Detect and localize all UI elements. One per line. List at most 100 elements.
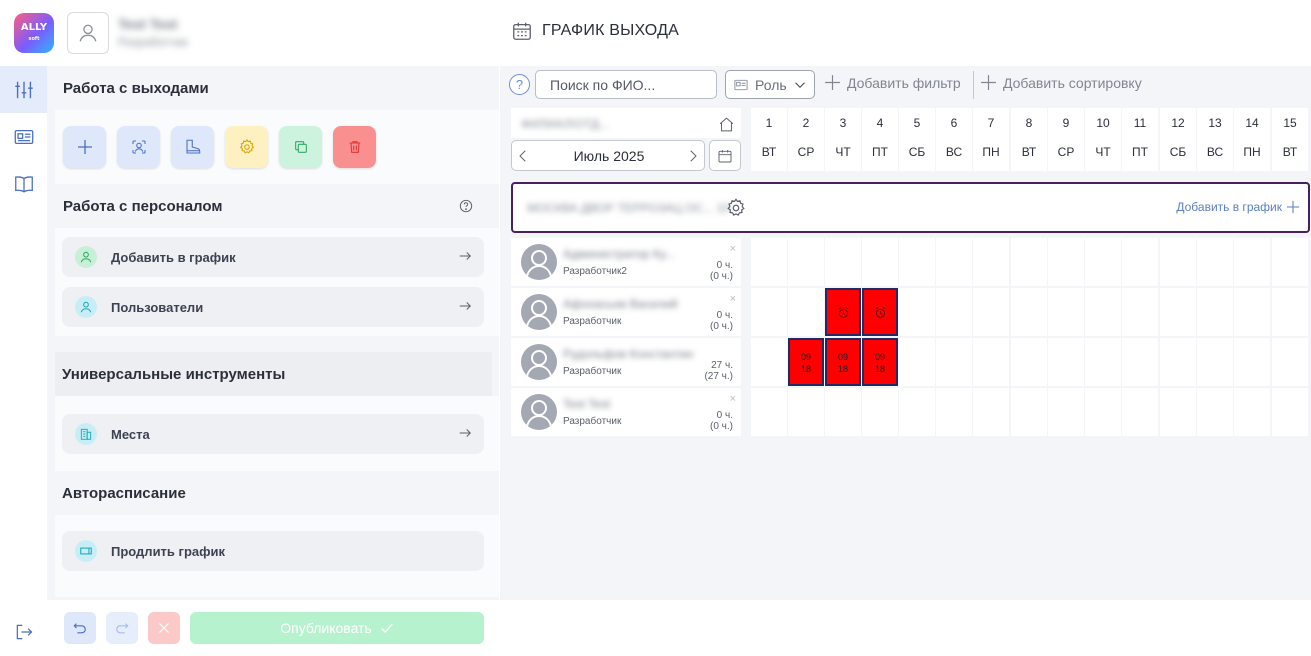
schedule-cell[interactable] [1234,238,1270,286]
schedule-cell[interactable] [1048,338,1084,386]
schedule-cell[interactable] [825,388,861,436]
gear-icon[interactable] [725,197,747,219]
schedule-cell[interactable] [1234,338,1270,386]
schedule-cell[interactable] [1048,388,1084,436]
schedule-cell[interactable] [1011,238,1047,286]
day-header[interactable]: 14 ПН [1234,108,1270,171]
employee-card[interactable]: Рудольфов Константин Разработчик 27 ч. (27 … [511,338,741,386]
day-header[interactable]: 9 СР [1048,108,1084,171]
menu-places[interactable]: Места [62,414,484,454]
schedule-cell[interactable] [936,238,972,286]
schedule-cell[interactable] [899,238,935,286]
schedule-cell[interactable] [1048,238,1084,286]
chevron-left-icon[interactable] [517,150,529,162]
employee-card[interactable]: Администратор Ку... Разработчик2 0 ч. (0 ч.… [511,238,741,286]
add-sort-button[interactable]: Добавить сортировку [980,74,1142,91]
day-header[interactable]: 4 ПТ [862,108,898,171]
schedule-cell[interactable] [862,238,898,286]
schedule-cell[interactable] [1085,388,1121,436]
close-icon[interactable]: × [729,293,736,305]
schedule-cell[interactable] [1272,388,1308,436]
schedule-cell[interactable] [1122,238,1158,286]
schedule-cell[interactable] [825,238,861,286]
schedule-cell[interactable] [936,288,972,336]
publish-button[interactable]: Опубликовать [190,612,484,644]
rail-card-button[interactable] [0,113,47,160]
shift-block[interactable]: 09 18 [788,338,824,386]
schedule-cell[interactable] [1011,388,1047,436]
logout-button[interactable] [0,608,47,655]
day-header[interactable]: 8 ВТ [1011,108,1047,171]
schedule-cell[interactable] [751,338,787,386]
employee-card[interactable]: Афонасьев Василий Разработчик 0 ч. (0 ч.) × [511,288,741,336]
role-select[interactable]: Роль [725,70,815,99]
schedule-cell[interactable] [1197,338,1233,386]
shift-block[interactable]: 09 18 [825,338,861,386]
user-avatar[interactable] [67,12,109,54]
schedule-cell[interactable] [862,388,898,436]
search-input[interactable] [535,70,717,99]
close-icon[interactable]: × [729,393,736,405]
day-header[interactable]: 6 ВС [936,108,972,171]
schedule-cell[interactable] [1011,288,1047,336]
schedule-cell[interactable] [1160,388,1196,436]
schedule-cell[interactable] [1085,338,1121,386]
close-icon[interactable]: × [729,243,736,255]
help-button[interactable]: ? [509,74,530,95]
schedule-cell[interactable] [751,288,787,336]
schedule-cell[interactable] [1197,288,1233,336]
redo-button[interactable] [106,612,138,644]
day-header[interactable]: 11 ПТ [1122,108,1158,171]
schedule-cell[interactable] [1234,388,1270,436]
schedule-cell[interactable] [1272,238,1308,286]
day-header[interactable]: 7 ПН [973,108,1009,171]
add-filter-button[interactable]: Добавить фильтр [824,74,961,91]
help-icon[interactable] [459,199,473,213]
schedule-cell[interactable] [751,388,787,436]
schedule-cell[interactable] [1085,238,1121,286]
day-header[interactable]: 15 ВТ [1272,108,1308,171]
day-header[interactable]: 12 СБ [1160,108,1196,171]
delete-button[interactable] [333,126,376,168]
settings-button[interactable] [225,126,268,168]
schedule-cell[interactable] [751,238,787,286]
schedule-cell[interactable] [973,288,1009,336]
schedule-cell[interactable] [899,288,935,336]
schedule-cell[interactable] [788,238,824,286]
calendar-button[interactable] [709,140,741,171]
rail-book-button[interactable] [0,160,47,207]
schedule-cell[interactable] [1272,338,1308,386]
schedule-cell[interactable] [1160,238,1196,286]
schedule-cell[interactable] [1011,338,1047,386]
shift-marker[interactable] [862,288,898,336]
shift-block[interactable]: 09 18 [862,338,898,386]
schedule-cell[interactable] [899,338,935,386]
boot-button[interactable] [171,126,214,168]
schedule-cell[interactable] [1122,288,1158,336]
day-header[interactable]: 10 ЧТ [1085,108,1121,171]
day-header[interactable]: 13 ВС [1197,108,1233,171]
schedule-cell[interactable] [936,338,972,386]
user-search-button[interactable] [117,126,160,168]
schedule-cell[interactable] [1197,238,1233,286]
schedule-cell[interactable] [788,388,824,436]
copy-button[interactable] [279,126,322,168]
schedule-cell[interactable] [1272,288,1308,336]
add-to-schedule-link[interactable]: Добавить в график [1176,200,1300,214]
menu-users[interactable]: Пользователи [62,287,484,327]
rail-shifts-button[interactable] [0,66,47,113]
day-header[interactable]: 2 СР [788,108,824,171]
schedule-cell[interactable] [1234,288,1270,336]
schedule-cell[interactable] [788,288,824,336]
cancel-button[interactable] [148,612,180,644]
shift-marker[interactable] [825,288,861,336]
schedule-cell[interactable] [1048,288,1084,336]
schedule-cell[interactable] [1160,338,1196,386]
employee-card[interactable]: Test Test Разработчик 0 ч. (0 ч.) × [511,388,741,436]
schedule-cell[interactable] [1085,288,1121,336]
schedule-cell[interactable] [899,388,935,436]
chevron-right-icon[interactable] [687,150,699,162]
app-logo[interactable]: ALLY soft [14,13,54,53]
schedule-cell[interactable] [973,238,1009,286]
schedule-cell[interactable] [973,338,1009,386]
